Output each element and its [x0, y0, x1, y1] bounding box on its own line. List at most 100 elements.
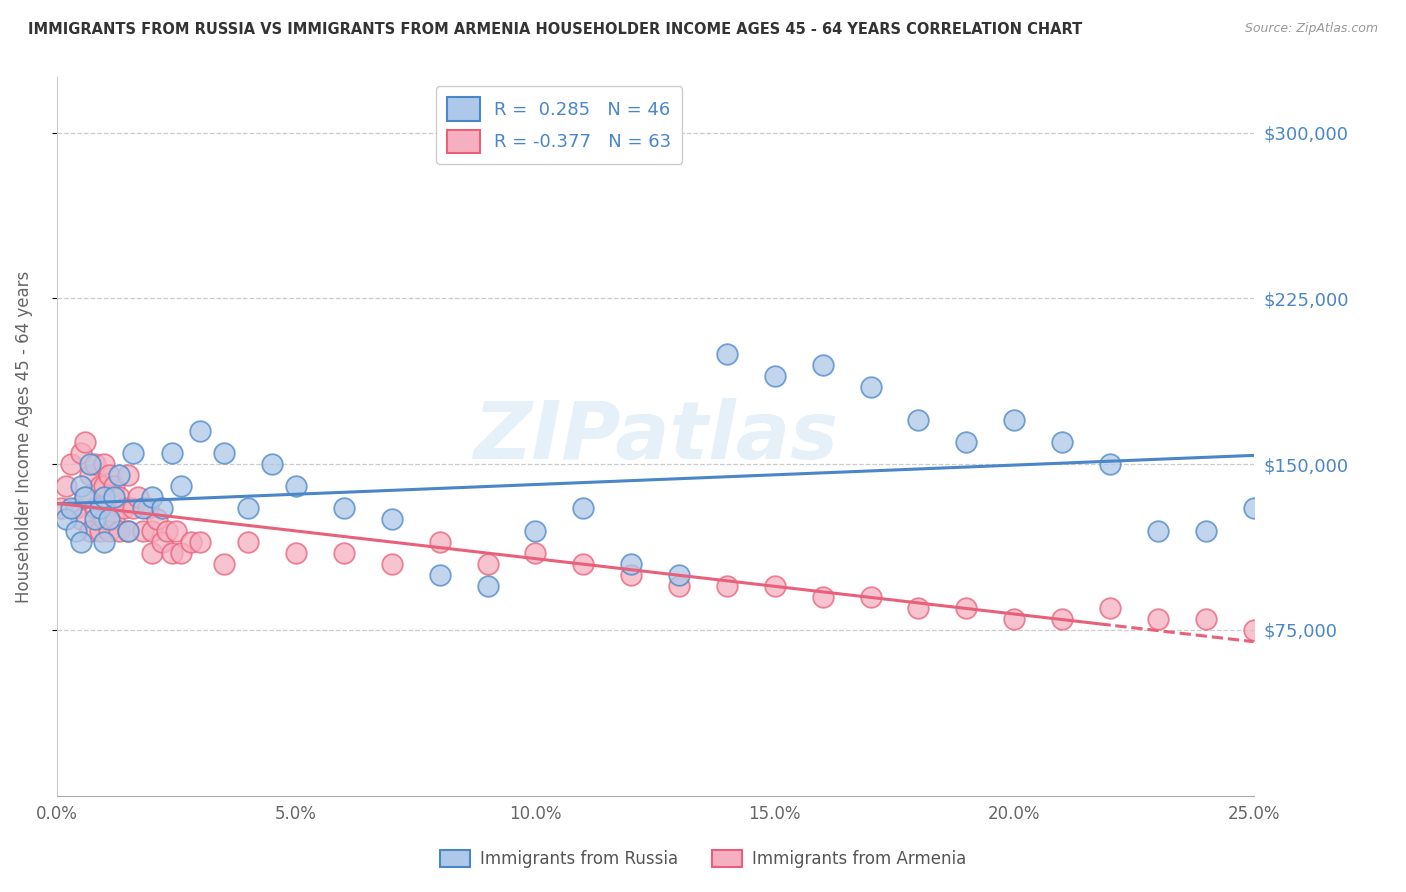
Point [1146, 524, 1168, 538]
Point [93, 512, 115, 526]
Legend: R =  0.285   N = 46, R = -0.377   N = 63: R = 0.285 N = 46, R = -0.377 N = 63 [436, 87, 682, 163]
Point [572, 557, 595, 571]
Legend: Immigrants from Russia, Immigrants from Armenia: Immigrants from Russia, Immigrants from … [433, 843, 973, 875]
Point [117, 524, 139, 538]
Point [59, 501, 82, 516]
Point [668, 579, 690, 593]
Point [103, 512, 125, 526]
Point [69, 534, 91, 549]
Point [103, 479, 125, 493]
Point [65, 524, 87, 538]
Point [333, 501, 356, 516]
Point [136, 501, 159, 516]
Point [79, 524, 101, 538]
Point [75, 491, 97, 505]
Point [75, 491, 97, 505]
Point [146, 512, 169, 526]
Point [122, 446, 145, 460]
Point [1195, 612, 1218, 626]
Point [98, 524, 121, 538]
Point [150, 534, 173, 549]
Point [620, 567, 643, 582]
Point [122, 501, 145, 516]
Point [55, 512, 77, 526]
Point [1146, 612, 1168, 626]
Point [236, 534, 259, 549]
Point [117, 468, 139, 483]
Point [1195, 524, 1218, 538]
Point [859, 590, 882, 604]
Point [84, 501, 107, 516]
Point [84, 512, 107, 526]
Point [668, 567, 690, 582]
Point [160, 546, 183, 560]
Point [212, 446, 235, 460]
Point [212, 557, 235, 571]
Point [236, 501, 259, 516]
Point [716, 579, 738, 593]
Point [98, 512, 121, 526]
Point [117, 524, 139, 538]
Point [89, 479, 111, 493]
Point [1243, 623, 1265, 637]
Point [170, 479, 193, 493]
Point [65, 501, 87, 516]
Point [93, 479, 115, 493]
Point [75, 435, 97, 450]
Point [132, 524, 155, 538]
Point [108, 491, 131, 505]
Text: IMMIGRANTS FROM RUSSIA VS IMMIGRANTS FROM ARMENIA HOUSEHOLDER INCOME AGES 45 - 6: IMMIGRANTS FROM RUSSIA VS IMMIGRANTS FRO… [28, 22, 1083, 37]
Point [51, 501, 73, 516]
Point [381, 557, 404, 571]
Text: Source: ZipAtlas.com: Source: ZipAtlas.com [1244, 22, 1378, 36]
Point [79, 457, 101, 471]
Point [180, 534, 202, 549]
Point [381, 512, 404, 526]
Point [333, 546, 356, 560]
Point [811, 358, 834, 372]
Point [716, 347, 738, 361]
Point [285, 546, 308, 560]
Point [285, 479, 308, 493]
Point [132, 501, 155, 516]
Point [429, 534, 451, 549]
Point [93, 534, 115, 549]
Point [165, 524, 187, 538]
Point [93, 491, 115, 505]
Point [188, 534, 211, 549]
Point [69, 446, 91, 460]
Point [112, 501, 135, 516]
Point [98, 468, 121, 483]
Y-axis label: Householder Income Ages 45 - 64 years: Householder Income Ages 45 - 64 years [15, 270, 32, 603]
Point [1098, 600, 1121, 615]
Point [477, 579, 499, 593]
Point [572, 501, 595, 516]
Point [93, 457, 115, 471]
Point [156, 524, 179, 538]
Point [955, 435, 977, 450]
Point [620, 557, 643, 571]
Point [763, 579, 786, 593]
Point [1050, 435, 1073, 450]
Point [811, 590, 834, 604]
Point [79, 468, 101, 483]
Point [524, 546, 547, 560]
Point [141, 524, 163, 538]
Point [262, 457, 284, 471]
Point [524, 524, 547, 538]
Point [170, 546, 193, 560]
Point [141, 546, 163, 560]
Point [89, 524, 111, 538]
Point [907, 600, 929, 615]
Point [108, 524, 131, 538]
Point [429, 567, 451, 582]
Point [477, 557, 499, 571]
Point [955, 600, 977, 615]
Point [103, 491, 125, 505]
Point [84, 457, 107, 471]
Point [69, 479, 91, 493]
Point [1002, 612, 1025, 626]
Point [69, 512, 91, 526]
Point [89, 501, 111, 516]
Point [141, 491, 163, 505]
